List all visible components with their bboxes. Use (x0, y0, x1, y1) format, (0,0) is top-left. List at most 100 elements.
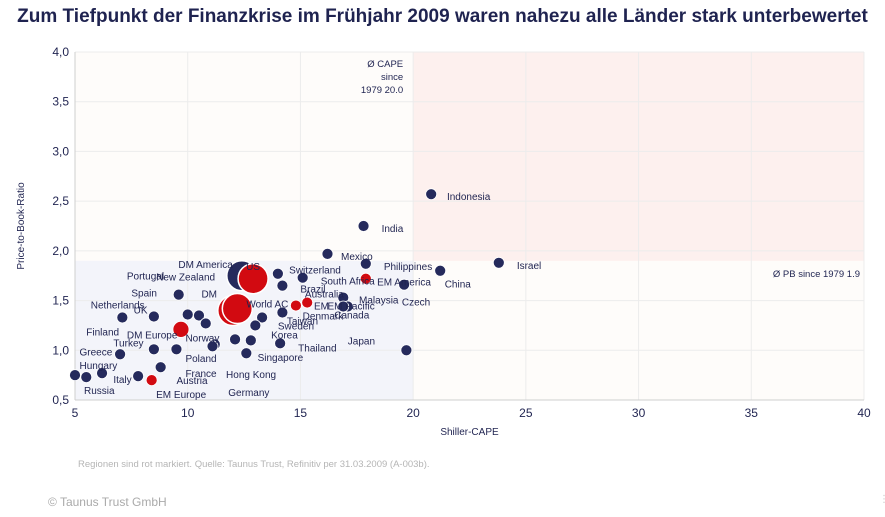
label-spain: Spain (131, 289, 157, 300)
cape-mean-label: 1979 20.0 (361, 85, 403, 96)
point-singapore (240, 347, 253, 360)
x-tick-label: 40 (857, 406, 871, 420)
point-india (357, 220, 370, 232)
label-mexico: Mexico (341, 252, 373, 263)
point-russia-2 (69, 369, 81, 382)
label-finland: Finland (86, 327, 119, 338)
label-portugal: Portugal (127, 272, 164, 283)
point-switzerland (296, 271, 309, 284)
label-greece: Greece (80, 347, 113, 358)
label-us: US (246, 262, 260, 273)
label-dm: DM (201, 290, 217, 301)
point-philippines (359, 257, 372, 270)
label-china: China (445, 280, 472, 291)
point-em-europe (145, 374, 158, 387)
x-tick-label: 10 (181, 406, 195, 420)
y-tick-label: 2,5 (52, 194, 69, 208)
label-poland: Poland (185, 354, 216, 365)
label-taiwan: Taiwan (287, 316, 318, 327)
label-world-ac: World AC (246, 300, 288, 311)
point-dm-america (237, 262, 269, 295)
label-em-europe: EM Europe (156, 390, 206, 401)
y-tick-label: 2,0 (52, 244, 69, 258)
label-canada: Canada (334, 310, 369, 321)
point-canada (337, 300, 350, 313)
x-tick-label: 15 (294, 406, 308, 420)
point-thailand (274, 337, 287, 350)
label-norway: Norway (185, 333, 219, 344)
menu-dots-icon[interactable]: ⋮ (879, 494, 885, 505)
point-dm-europe (172, 321, 190, 338)
label-em: EM (314, 302, 329, 313)
point-germany (206, 340, 219, 353)
point-mexico (321, 247, 334, 260)
label-denmark: Denmark (303, 311, 345, 322)
point-indonesia (425, 188, 438, 201)
point-russia (80, 371, 93, 384)
x-tick-label: 25 (519, 406, 533, 420)
point-sweden (256, 311, 269, 324)
point-uk (147, 310, 160, 323)
label-austria: Austria (176, 376, 208, 387)
point-hong-kong (229, 333, 241, 346)
label-italy: Italy (113, 375, 131, 386)
label-brazil: Brazil (300, 285, 325, 296)
point-south-africa (359, 272, 372, 285)
label-new-zealand: New Zealand (156, 273, 215, 284)
label-japan: Japan (348, 336, 375, 347)
label-czech: Czech (402, 298, 430, 309)
label-france: France (185, 369, 217, 380)
point-turkey (147, 343, 160, 356)
y-tick-label: 4,0 (52, 45, 69, 59)
label-netherlands: Netherlands (91, 301, 145, 312)
label-switzerland: Switzerland (289, 266, 341, 277)
point-austria (154, 361, 167, 374)
x-tick-label: 30 (632, 406, 646, 420)
y-tick-label: 1,0 (52, 343, 69, 357)
label-germany: Germany (228, 388, 269, 399)
chart-title: Zum Tiefpunkt der Finanzkrise im Frühjah… (17, 6, 868, 27)
point-italy (132, 370, 145, 383)
point-em (290, 299, 302, 312)
point-norway (249, 319, 262, 332)
point-taiwan (276, 306, 289, 319)
point-finland (199, 317, 212, 330)
point-new-zealand (181, 308, 194, 321)
label-uk: UK (134, 306, 148, 317)
label-australia: Australia (305, 290, 344, 301)
label-sweden: Sweden (278, 321, 314, 332)
point-denmark (301, 296, 314, 309)
point-spain (193, 309, 205, 322)
point-israel (492, 256, 505, 269)
point-china (434, 264, 447, 277)
source-note: Regionen sind rot markiert. Quelle: Taun… (78, 459, 430, 470)
y-tick-label: 1,5 (52, 294, 69, 308)
label-philippines: Philippines (384, 262, 432, 273)
label-dm-america: DM America (178, 260, 233, 271)
point-portugal (172, 288, 185, 301)
point-czech (398, 278, 411, 291)
label-hungary: Hungary (80, 361, 118, 372)
label-em-pacific: EM Pacific (327, 302, 374, 313)
label-em-america: EM America (377, 278, 431, 289)
label-singapore: Singapore (258, 353, 304, 364)
label-malaysia: Malaysia (359, 296, 399, 307)
x-axis-title: Shiller-CAPE (440, 427, 499, 438)
point-hungary (96, 367, 108, 380)
y-tick-label: 3,5 (52, 95, 69, 109)
point-poland (170, 343, 183, 356)
x-tick-label: 35 (745, 406, 759, 420)
x-tick-label: 5 (72, 406, 79, 420)
y-axis-title: Price-to-Book-Ratio (16, 182, 27, 270)
label-dm-europe: DM Europe (127, 330, 178, 341)
label-indonesia: Indonesia (447, 192, 491, 203)
point-japan (400, 344, 413, 357)
cape-mean-label: since (381, 72, 403, 83)
x-tick-label: 20 (406, 406, 420, 420)
label-russia: Russia (84, 386, 115, 397)
point-australia (271, 267, 284, 280)
point-greece (114, 348, 126, 361)
y-tick-label: 0,5 (52, 393, 69, 407)
cape-mean-label: Ø CAPE (367, 59, 403, 70)
